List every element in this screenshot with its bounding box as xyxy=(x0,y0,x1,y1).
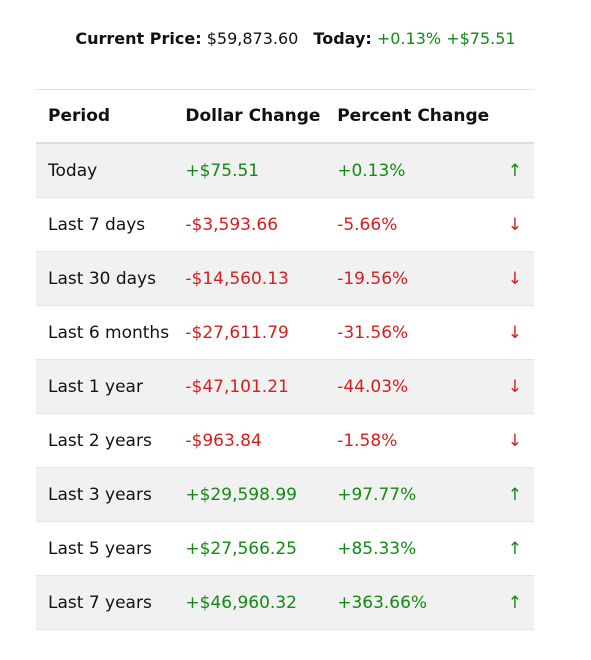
period: Today xyxy=(36,143,174,198)
percent-change: +97.77% xyxy=(325,467,495,522)
period: Last 2 years xyxy=(36,413,174,468)
percent-change: -44.03% xyxy=(325,359,495,414)
table-row: Last 2 years -$963.84 -1.58% ↓ xyxy=(36,413,534,468)
today-percent: +0.13% xyxy=(376,29,442,48)
percent-change: +0.13% xyxy=(325,143,495,198)
column-header-blank xyxy=(494,89,534,144)
trend-arrow: ↓ xyxy=(494,359,534,414)
table-row: Last 6 months -$27,611.79 -31.56% ↓ xyxy=(36,305,534,360)
dollar-change: -$27,611.79 xyxy=(173,305,326,360)
dollar-change: -$3,593.66 xyxy=(173,197,326,252)
today-dollar: +$75.51 xyxy=(446,29,516,48)
percent-change: -19.56% xyxy=(325,251,495,306)
period: Last 7 days xyxy=(36,197,174,252)
dollar-change: -$47,101.21 xyxy=(173,359,326,414)
dollar-change: -$963.84 xyxy=(173,413,326,468)
percent-change: +85.33% xyxy=(325,521,495,576)
table-row: Last 5 years +$27,566.25 +85.33% ↑ xyxy=(36,521,534,576)
header-row: Period Dollar Change Percent Change xyxy=(36,89,534,144)
price-label: Current Price: xyxy=(75,29,202,48)
table-row: Last 3 years +$29,598.99 +97.77% ↑ xyxy=(36,467,534,522)
trend-arrow: ↓ xyxy=(494,251,534,306)
table-row: Last 7 days -$3,593.66 -5.66% ↓ xyxy=(36,197,534,252)
trend-arrow: ↑ xyxy=(494,575,534,630)
trend-arrow: ↑ xyxy=(494,521,534,576)
table-row: Last 1 year -$47,101.21 -44.03% ↓ xyxy=(36,359,534,414)
dollar-change: +$29,598.99 xyxy=(173,467,326,522)
column-header: Percent Change xyxy=(325,89,495,144)
period: Last 7 years xyxy=(36,575,174,630)
period: Last 30 days xyxy=(36,251,174,306)
percent-change: -1.58% xyxy=(325,413,495,468)
dollar-change: -$14,560.13 xyxy=(173,251,326,306)
trend-arrow: ↓ xyxy=(494,305,534,360)
price-header: Current Price: $59,873.60 Today: +0.13% … xyxy=(0,29,591,48)
column-header: Dollar Change xyxy=(173,89,326,144)
trend-arrow: ↓ xyxy=(494,413,534,468)
percent-change: +363.66% xyxy=(325,575,495,630)
dollar-change: +$75.51 xyxy=(173,143,326,198)
trend-arrow: ↑ xyxy=(494,467,534,522)
trend-arrow: ↓ xyxy=(494,197,534,252)
period: Last 3 years xyxy=(36,467,174,522)
table-row: Last 7 years +$46,960.32 +363.66% ↑ xyxy=(36,575,534,630)
dollar-change: +$46,960.32 xyxy=(173,575,326,630)
table-row: Today +$75.51 +0.13% ↑ xyxy=(36,143,534,198)
percent-change: -31.56% xyxy=(325,305,495,360)
today-label: Today: xyxy=(313,29,372,48)
dollar-change: +$27,566.25 xyxy=(173,521,326,576)
period: Last 5 years xyxy=(36,521,174,576)
period: Last 6 months xyxy=(36,305,174,360)
period: Last 1 year xyxy=(36,359,174,414)
change-table: Period Dollar Change Percent Change Today +… xyxy=(36,89,534,630)
percent-change: -5.66% xyxy=(325,197,495,252)
trend-arrow: ↑ xyxy=(494,143,534,198)
price: $59,873.60 xyxy=(206,29,299,48)
table-row: Last 30 days -$14,560.13 -19.56% ↓ xyxy=(36,251,534,306)
column-header: Period xyxy=(36,89,174,144)
